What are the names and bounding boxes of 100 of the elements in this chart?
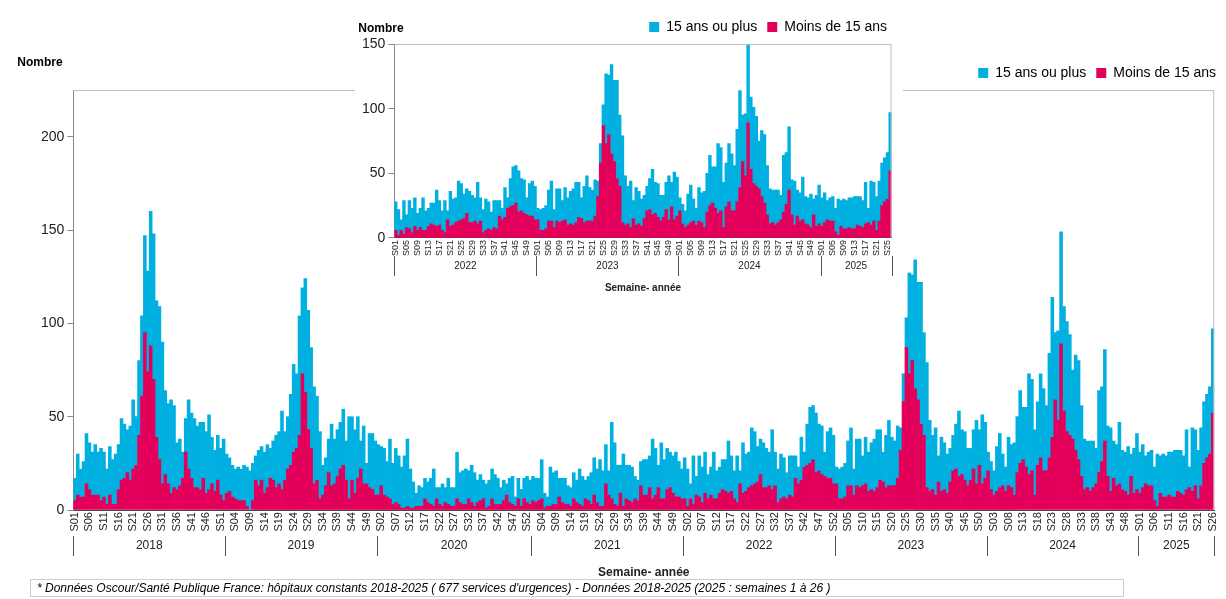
x-tick-label: S17	[433, 239, 444, 256]
x-tick-label: S44	[345, 512, 358, 532]
x-tick-label: S27	[753, 512, 766, 532]
x-tick-label: S50	[972, 512, 985, 532]
text: 2023	[897, 538, 925, 553]
x-tick-label: S01	[390, 239, 401, 256]
x-axis-title: Semaine- année	[604, 281, 682, 293]
y-tick-label: 200	[41, 127, 65, 144]
y-tick-label: 50	[369, 164, 386, 181]
x-tick-label: S49	[666, 512, 679, 532]
x-tick-label: S07	[388, 512, 401, 532]
x-tick-label: S05	[543, 239, 554, 256]
y-tick-label: 50	[48, 407, 65, 424]
x-tick-label: S29	[607, 512, 620, 532]
x-tick-label: S03	[986, 512, 999, 532]
x-tick-label: S10	[855, 512, 868, 532]
x-tick-label: S46	[199, 512, 212, 532]
x-tick-label: S01	[532, 239, 543, 256]
x-tick-label: S22	[738, 512, 751, 532]
x-tick-label: S21	[1191, 512, 1204, 532]
x-tick-label: S37	[782, 512, 795, 532]
x-tick-label: S35	[928, 512, 941, 532]
x-tick-label: S09	[549, 512, 562, 532]
x-tick-label: S40	[943, 512, 956, 532]
legend-label: 15 ans ou plus	[995, 63, 1087, 80]
x-tick-label: S41	[641, 239, 652, 256]
x-tick-label: S08	[1001, 512, 1014, 532]
x-tick-label: S24	[593, 512, 606, 532]
x-tick-label: S17	[860, 239, 871, 256]
text: 2022	[745, 538, 773, 553]
x-tick-label: S25	[899, 512, 912, 532]
x-tick-label: S25	[597, 239, 608, 256]
x-tick-label: S12	[709, 512, 722, 532]
x-tick-label: S37	[476, 512, 489, 532]
x-tick-label: S01	[816, 239, 827, 256]
y-tick-label: 150	[41, 220, 65, 237]
y-axis-title: Nombre	[17, 55, 64, 69]
text: 2024	[1049, 538, 1077, 553]
x-tick-label: S31	[155, 512, 168, 532]
annotation: 2022	[454, 259, 477, 271]
x-tick-label: S07	[695, 512, 708, 532]
x-tick-label: S38	[1089, 512, 1102, 532]
x-tick-label: S42	[490, 512, 503, 532]
x-tick-label: S47	[505, 512, 518, 532]
x-tick-label: S02	[374, 512, 387, 532]
x-tick-label: S26	[140, 512, 153, 532]
x-tick-label: S49	[663, 239, 674, 256]
x-tick-label: S09	[412, 239, 423, 256]
x-tick-label: S43	[1103, 512, 1116, 532]
x-tick-label: S15	[870, 512, 883, 532]
text: * Données Oscour/Santé Publique France: hôpitaux constants 2018-2025 ( 677 services d'urgences) - Données 2018-2025 (2025 : semaines 1 à 26 )	[30, 579, 1124, 597]
x-tick-label: S13	[1016, 512, 1029, 532]
x-tick-label: S33	[477, 239, 488, 256]
x-tick-label: S45	[794, 239, 805, 256]
x-tick-label: S17	[718, 239, 729, 256]
x-tick-label: S34	[315, 512, 328, 532]
x-tick-label: S45	[510, 239, 521, 256]
x-tick-label: S16	[1176, 512, 1189, 532]
x-tick-label: S39	[330, 512, 343, 532]
x-tick-label: S45	[652, 239, 663, 256]
x-tick-label: S52	[520, 512, 533, 532]
x-tick-label: S21	[586, 239, 597, 256]
x-tick-label: S19	[578, 512, 591, 532]
x-tick-label: S48	[1118, 512, 1131, 532]
x-tick-label: S09	[242, 512, 255, 532]
x-tick-label: S37	[772, 239, 783, 256]
x-tick-label: S01	[67, 512, 80, 532]
x-tick-label: S14	[257, 512, 270, 532]
x-tick-label: S06	[1147, 512, 1160, 532]
x-tick-label: S37	[630, 239, 641, 256]
x-tick-label: S33	[1074, 512, 1087, 532]
x-tick-label: S33	[619, 239, 630, 256]
y-tick-label: 100	[41, 314, 65, 331]
x-tick-label: S13	[422, 239, 433, 256]
x-tick-label: S05	[841, 512, 854, 532]
x-tick-label: S52	[826, 512, 839, 532]
x-tick-label: S13	[849, 239, 860, 256]
x-tick-label: S34	[622, 512, 635, 532]
x-tick-label: S42	[797, 512, 810, 532]
x-tick-label: S11	[1162, 512, 1175, 531]
x-tick-label: S02	[680, 512, 693, 532]
x-tick-label: S21	[728, 239, 739, 256]
x-tick-label: S01	[1132, 512, 1145, 532]
x-tick-label: S20	[884, 512, 897, 532]
x-tick-label: S33	[761, 239, 772, 256]
legend-label: 15 ans ou plus	[666, 17, 758, 34]
text: 2025	[1162, 538, 1190, 553]
text: 2019	[287, 538, 315, 553]
x-tick-label: S49	[521, 239, 532, 256]
x-tick-label: S25	[455, 239, 466, 256]
x-tick-label: S18	[1030, 512, 1043, 532]
x-tick-label: S27	[447, 512, 460, 532]
x-tick-label: S12	[403, 512, 416, 532]
legend-label: Moins de 15 ans	[1113, 63, 1216, 80]
annotation: 2024	[738, 259, 762, 271]
x-tick-label: S36	[169, 512, 182, 532]
x-tick-label: S21	[871, 239, 882, 256]
x-tick-label: S41	[499, 239, 510, 256]
y-tick-label: 150	[362, 34, 386, 51]
x-tick-label: S32	[461, 512, 474, 532]
